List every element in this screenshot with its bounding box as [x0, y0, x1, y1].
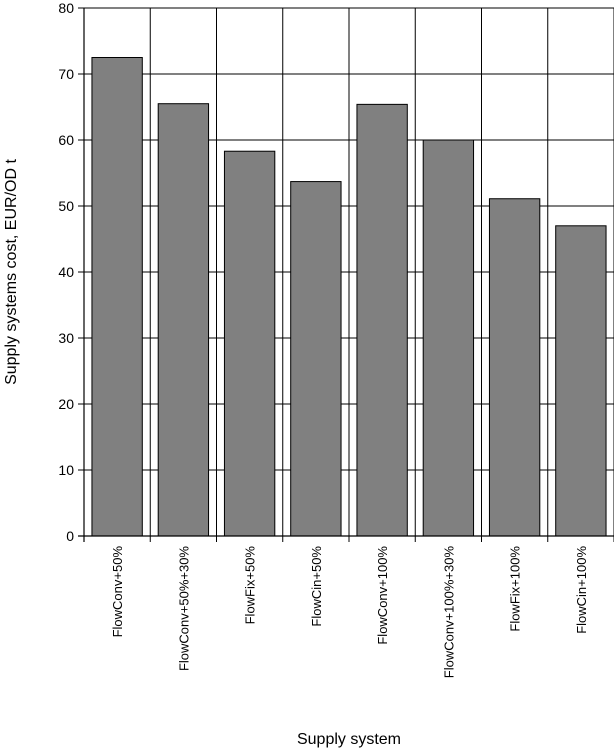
y-tick-label: 20: [58, 396, 74, 412]
y-tick-label: 0: [66, 528, 74, 544]
y-tick-label: 50: [58, 198, 74, 214]
x-category-label: FlowConv+50%: [110, 546, 125, 638]
y-tick-label: 10: [58, 462, 74, 478]
y-axis-title: Supply systems cost, EUR/OD t: [3, 159, 20, 385]
x-category-label: FlowConv+100%+30%: [441, 546, 456, 679]
x-axis-title: Supply system: [297, 731, 401, 748]
bar: [356, 103, 408, 537]
bar: [422, 139, 475, 537]
bar: [488, 198, 541, 537]
bar: [157, 103, 210, 537]
bars: [91, 57, 607, 537]
x-category-label: FlowFix+100%: [508, 546, 523, 632]
x-category-label: FlowCin+50%: [309, 546, 324, 627]
x-category-labels: FlowConv+50% FlowConv+50%+30% FlowFix+50% F…: [110, 546, 589, 679]
x-category-label: FlowConv+50%+30%: [176, 546, 191, 671]
x-category-label: FlowCin+100%: [574, 546, 589, 634]
bar: [223, 150, 276, 537]
y-tick-label: 30: [58, 330, 74, 346]
bar: [91, 57, 143, 537]
x-category-label: FlowConv+100%: [375, 546, 390, 645]
bar: [555, 225, 607, 537]
y-tick-label: 80: [58, 0, 74, 16]
axes: [78, 7, 614, 542]
y-tick-label: 60: [58, 132, 74, 148]
x-category-label: FlowFix+50%: [243, 546, 258, 625]
y-tick-labels: 0 10 20 30 40 50 60 70 80: [58, 0, 74, 544]
bar: [290, 181, 342, 537]
y-tick-label: 40: [58, 264, 74, 280]
y-tick-label: 70: [58, 66, 74, 82]
